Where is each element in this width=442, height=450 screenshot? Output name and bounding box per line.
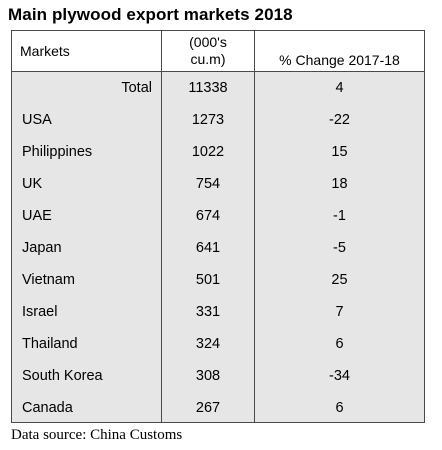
change-cell: 4 [335, 80, 344, 96]
volume-cell: 1022 [191, 144, 225, 160]
market-cell: Japan [22, 240, 62, 256]
change-cell: 6 [335, 400, 344, 416]
chart-title: Main plywood export markets 2018 [8, 5, 293, 24]
change-cell: 7 [335, 304, 344, 320]
table-row: Thailand 324 6 [12, 328, 424, 360]
volume-cell: 754 [195, 176, 221, 192]
table-row: Japan 641 -5 [12, 232, 424, 264]
table-row: Philippines 1022 15 [12, 136, 424, 168]
table-row: UK 754 18 [12, 168, 424, 200]
change-cell: -1 [333, 208, 346, 224]
table-row: UAE 674 -1 [12, 200, 424, 232]
market-cell: Vietnam [22, 272, 75, 288]
market-cell: South Korea [22, 368, 103, 384]
market-cell: Total [121, 80, 152, 96]
header-markets: Markets [20, 42, 70, 59]
header-change: % Change 2017-18 [279, 51, 400, 68]
table-row: Total 11338 4 [12, 72, 424, 104]
volume-cell: 674 [195, 208, 221, 224]
market-cell: Canada [22, 400, 73, 416]
column-divider [254, 31, 255, 422]
change-cell: -34 [329, 368, 350, 384]
market-cell: Philippines [22, 144, 93, 160]
change-cell: 6 [335, 336, 344, 352]
market-cell: USA [22, 112, 52, 128]
change-cell: 18 [331, 176, 348, 192]
volume-cell: 324 [195, 336, 221, 352]
data-source-note: Data source: China Customs [11, 427, 183, 443]
table-row: Israel 331 7 [12, 296, 424, 328]
table-body: Total 11338 4 USA 1273 -22 Philippines 1022 15 UK… [12, 72, 424, 422]
change-cell: -5 [333, 240, 346, 256]
change-cell: 25 [331, 272, 348, 288]
table-header: Markets (000's cu.m) % Change 2017-18 [12, 31, 424, 72]
change-cell: 15 [331, 144, 348, 160]
export-markets-table: Markets (000's cu.m) % Change 2017-18 To… [11, 30, 425, 423]
volume-cell: 267 [195, 400, 221, 416]
change-cell: -22 [329, 112, 350, 128]
volume-cell: 11338 [188, 80, 228, 96]
market-cell: UAE [22, 208, 52, 224]
table-row: Canada 267 6 [12, 392, 424, 424]
volume-cell: 1273 [191, 112, 225, 128]
volume-cell: 331 [195, 304, 221, 320]
header-volume: (000's cu.m) [189, 34, 227, 67]
volume-cell: 308 [195, 368, 221, 384]
market-cell: Israel [22, 304, 58, 320]
table-row: USA 1273 -22 [12, 104, 424, 136]
table-row: South Korea 308 -34 [12, 360, 424, 392]
market-cell: UK [22, 176, 43, 192]
volume-cell: 641 [195, 240, 221, 256]
market-cell: Thailand [22, 336, 78, 352]
column-divider [161, 31, 162, 422]
volume-cell: 501 [195, 272, 221, 288]
table-row: Vietnam 501 25 [12, 264, 424, 296]
